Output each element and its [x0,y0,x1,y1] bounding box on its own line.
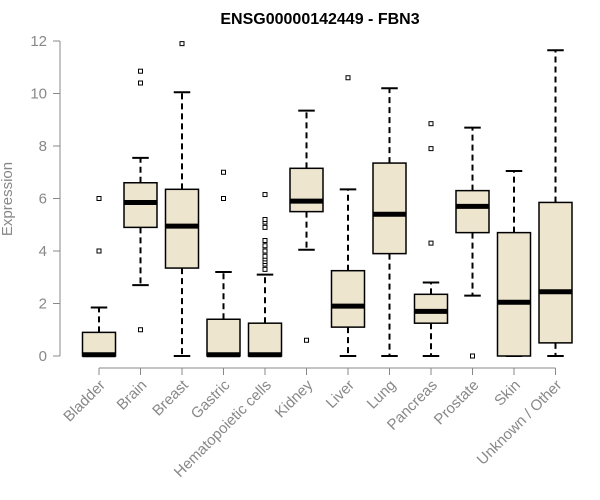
y-axis: 0 2 4 6 8 10 12 [30,33,61,365]
outlier-point [262,253,268,259]
outlier-point [138,68,143,74]
box-liver [330,75,366,357]
outlier-point [221,196,226,201]
outlier-point [428,240,434,246]
outlier-point [96,248,102,254]
outlier-point [262,248,268,254]
box-iqr [123,182,158,229]
box-bladder [81,196,117,358]
box-breast [164,41,200,357]
box-prostate [455,126,490,359]
outlier-point [262,224,268,230]
y-tick-label: 12 [30,33,47,50]
chart-title: ENSG00000142449 - FBN3 [220,11,419,28]
box-iqr [496,231,532,357]
outlier-point [262,238,268,243]
y-axis-label: Expression [0,162,16,236]
outlier-point [138,80,143,86]
box-unknown-other [538,49,573,357]
y-tick-label: 6 [39,191,47,208]
box-gastric [206,169,241,358]
x-tick-label: Bladder [60,377,109,426]
x-tick-label: Brain [114,377,151,414]
box-iqr [372,162,407,255]
outlier-point [345,75,351,81]
box-kidney [289,109,324,343]
outlier-point [262,217,268,222]
box-iqr [289,167,324,213]
x-tick-label: Lung [364,377,400,413]
box-iqr [330,269,366,328]
outlier-point [428,121,434,127]
outlier-point [179,41,185,47]
outlier-point [262,192,268,198]
box-iqr [247,322,283,357]
x-tick-label: Kidney [272,376,317,421]
box-iqr [413,293,449,324]
box-skin [496,169,532,357]
outlier-point [262,243,268,249]
box-iqr [206,318,241,357]
y-tick-label: 0 [39,348,47,365]
y-tick-label: 2 [39,296,47,313]
outlier-point [96,196,102,201]
box-iqr [164,188,200,269]
x-tick-label: Prostate [431,377,483,429]
outlier-point [221,169,226,175]
x-tick-label: Liver [323,377,358,412]
y-tick-label: 4 [39,243,47,260]
box-lung [372,87,407,357]
outlier-point [470,353,475,359]
box-iqr [455,189,490,234]
outlier-point [428,146,434,152]
box-hematopoietic-cells [247,192,283,358]
x-tick-label: Breast [149,376,192,419]
boxes-group [81,41,573,359]
outlier-point [304,337,309,343]
outlier-point [262,266,268,272]
box-pancreas [413,121,449,357]
y-tick-label: 8 [39,138,47,155]
box-brain [123,68,158,333]
y-tick-label: 10 [30,86,47,103]
outlier-point [138,327,143,333]
x-tick-label: Skin [491,377,524,410]
box-iqr [538,201,573,344]
